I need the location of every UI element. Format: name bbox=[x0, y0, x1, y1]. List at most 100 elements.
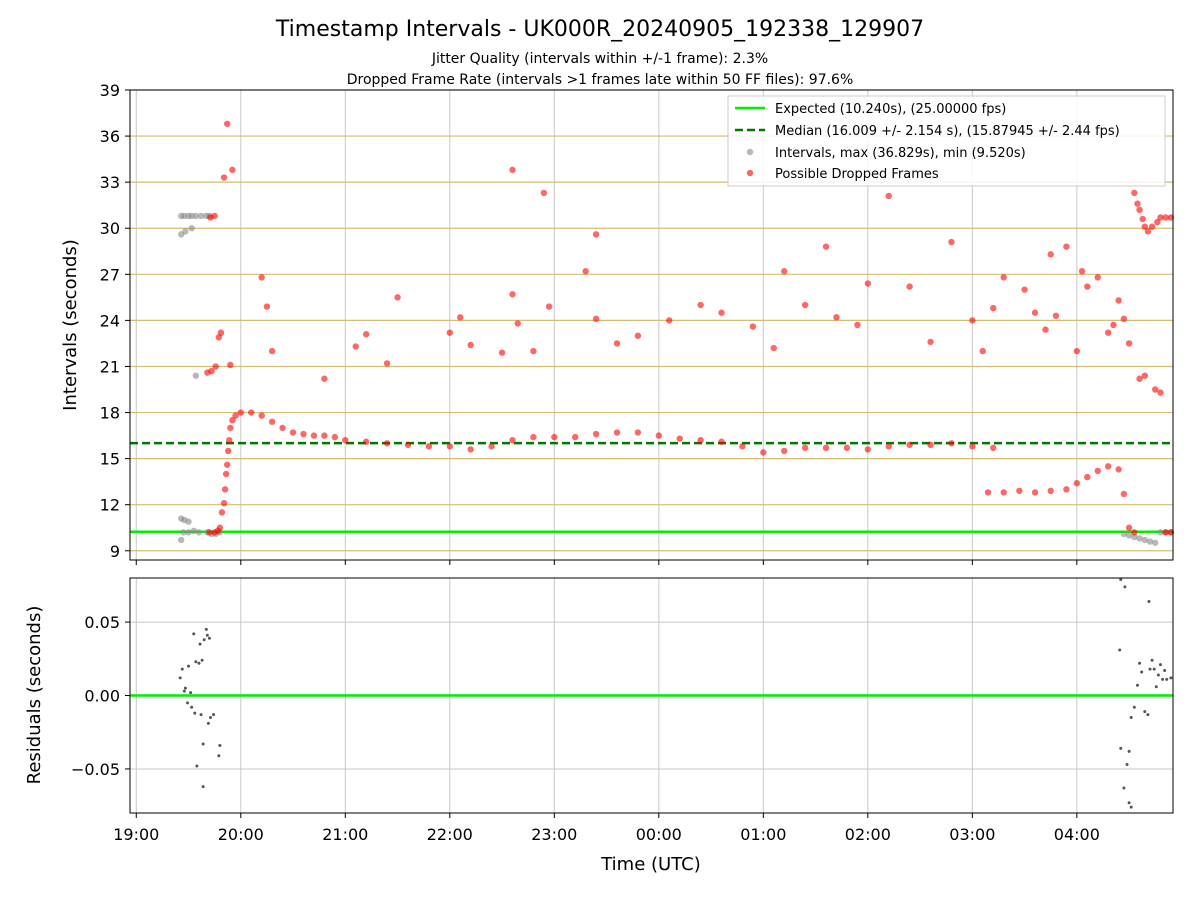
interval-point bbox=[192, 372, 200, 379]
residual-point bbox=[182, 689, 186, 693]
dropped-frame-point bbox=[1125, 524, 1133, 531]
dropped-frame-point bbox=[781, 447, 788, 455]
residual-point bbox=[189, 691, 193, 695]
interval-point bbox=[195, 529, 203, 536]
intervals-y-tick-label: 24 bbox=[100, 311, 120, 330]
intervals-axis-ticks: 9 12 15 18 21 24 27 30 33 36 39 bbox=[100, 81, 1078, 565]
x-axis-label: Time (UTC) bbox=[600, 854, 701, 875]
x-tick-label: 23:00 bbox=[531, 825, 577, 844]
dropped-frame-point bbox=[1031, 309, 1039, 316]
chart-title: Timestamp Intervals - UK000R_20240905_19… bbox=[275, 17, 924, 42]
dropped-frame-point bbox=[258, 412, 265, 419]
residual-point bbox=[194, 660, 198, 664]
intervals-plot-frame bbox=[129, 89, 1174, 561]
dropped-frame-point bbox=[1157, 389, 1164, 396]
dropped-frame-point bbox=[225, 447, 232, 455]
legend-intervals-label: Intervals, max (36.829s), min (9.520s) bbox=[775, 146, 1026, 161]
dropped-frame-point bbox=[263, 303, 271, 310]
legend-dropped-swatch bbox=[746, 169, 754, 177]
dropped-frame-point bbox=[1078, 268, 1086, 275]
dropped-frame-point bbox=[394, 294, 401, 301]
residual-point bbox=[207, 636, 211, 640]
dropped-frame-point bbox=[530, 347, 537, 355]
dropped-frame-point bbox=[1162, 529, 1169, 536]
dropped-frame-point bbox=[613, 340, 621, 347]
x-tick-label: 20:00 bbox=[218, 825, 264, 844]
x-tick-label: 04:00 bbox=[1054, 825, 1100, 844]
residual-point bbox=[200, 658, 204, 662]
residual-point bbox=[1119, 577, 1123, 581]
x-tick-label: 21:00 bbox=[322, 825, 368, 844]
dropped-frame-point bbox=[885, 192, 892, 200]
residual-point bbox=[1119, 746, 1123, 750]
dropped-frame-point bbox=[1120, 315, 1128, 323]
interval-point bbox=[1157, 529, 1164, 536]
dropped-frame-point bbox=[906, 283, 913, 290]
dropped-frame-point bbox=[1105, 329, 1112, 336]
dropped-frame-point bbox=[1073, 480, 1081, 487]
dropped-frame-point bbox=[1105, 463, 1112, 470]
dropped-frame-point bbox=[1084, 283, 1091, 290]
dropped-frame-point bbox=[1052, 312, 1060, 319]
chart-subtitle-dropped: Dropped Frame Rate (intervals >1 frames … bbox=[347, 72, 854, 88]
residual-point bbox=[208, 716, 212, 720]
interval-point bbox=[1136, 535, 1143, 542]
intervals-y-tick-label: 15 bbox=[100, 450, 120, 469]
dropped-frame-point bbox=[498, 349, 506, 356]
residual-point bbox=[1138, 661, 1142, 665]
residual-point bbox=[202, 638, 206, 642]
dropped-frame-point bbox=[1148, 223, 1156, 230]
dropped-frame-point bbox=[331, 433, 339, 441]
dropped-frame-point bbox=[1154, 218, 1161, 226]
residual-point bbox=[1146, 713, 1150, 717]
dropped-frame-point bbox=[218, 509, 226, 516]
dropped-frame-point bbox=[1136, 206, 1143, 214]
dropped-frame-point bbox=[833, 314, 840, 321]
dropped-frame-point bbox=[1115, 466, 1122, 473]
interval-point bbox=[185, 529, 192, 536]
residual-point bbox=[1127, 749, 1131, 753]
dropped-frame-point bbox=[342, 436, 349, 444]
dropped-frame-point bbox=[1131, 529, 1138, 536]
residual-point bbox=[1143, 710, 1147, 714]
dropped-frame-point bbox=[948, 440, 955, 447]
intervals-y-tick-label: 33 bbox=[100, 173, 120, 192]
residual-point bbox=[205, 633, 209, 637]
dropped-frame-point bbox=[969, 443, 976, 450]
x-tick-label: 19:00 bbox=[113, 825, 159, 844]
dropped-frame-point bbox=[697, 436, 704, 444]
residual-point bbox=[199, 713, 203, 717]
residual-point bbox=[1118, 648, 1122, 652]
dropped-frame-point bbox=[220, 499, 228, 507]
residual-point bbox=[201, 785, 205, 789]
interval-point bbox=[1131, 533, 1138, 541]
residual-point bbox=[1127, 801, 1131, 805]
dropped-frame-point bbox=[676, 435, 683, 442]
dropped-frame-point bbox=[279, 424, 286, 432]
residual-point bbox=[1169, 676, 1173, 680]
residual-point bbox=[183, 686, 187, 690]
dropped-frame-point bbox=[383, 360, 391, 367]
dropped-frame-point bbox=[582, 268, 589, 275]
dropped-frame-point bbox=[289, 429, 297, 436]
residual-point bbox=[1140, 670, 1144, 674]
interval-point bbox=[182, 228, 189, 235]
intervals-plot: 9 12 15 18 21 24 27 30 33 36 39 Intervals (seconds… bbox=[60, 81, 1175, 565]
interval-point bbox=[190, 527, 197, 535]
dropped-frame-point bbox=[1047, 487, 1054, 495]
interval-point bbox=[178, 536, 185, 544]
dropped-frame-point bbox=[223, 461, 231, 468]
residuals-y-axis-label: Residuals (seconds) bbox=[24, 606, 45, 785]
x-tick-label: 03:00 bbox=[949, 825, 995, 844]
residual-point bbox=[192, 632, 196, 636]
interval-point bbox=[1141, 536, 1148, 544]
dropped-frame-point bbox=[321, 375, 328, 382]
dropped-frame-point bbox=[906, 441, 913, 449]
intervals-y-tick-label: 39 bbox=[100, 81, 120, 100]
dropped-frame-point bbox=[425, 443, 433, 450]
dropped-frame-point bbox=[634, 429, 642, 436]
dropped-frame-point bbox=[749, 323, 757, 330]
residual-point bbox=[1135, 683, 1139, 687]
intervals-y-tick-label: 27 bbox=[100, 265, 120, 284]
